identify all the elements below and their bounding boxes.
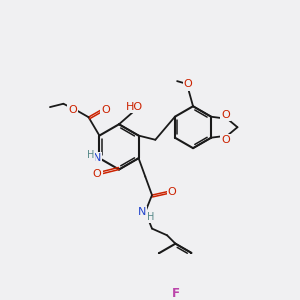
Text: HO: HO	[125, 102, 142, 112]
Text: O: O	[101, 105, 110, 116]
Text: N: N	[138, 207, 146, 217]
Text: H: H	[86, 150, 94, 160]
Text: F: F	[172, 287, 179, 300]
Text: O: O	[221, 135, 230, 145]
Text: O: O	[184, 80, 192, 89]
Text: O: O	[93, 169, 102, 179]
Text: O: O	[68, 105, 77, 115]
Text: O: O	[168, 187, 176, 197]
Text: N: N	[93, 153, 101, 163]
Text: O: O	[221, 110, 230, 120]
Text: H: H	[147, 212, 154, 222]
